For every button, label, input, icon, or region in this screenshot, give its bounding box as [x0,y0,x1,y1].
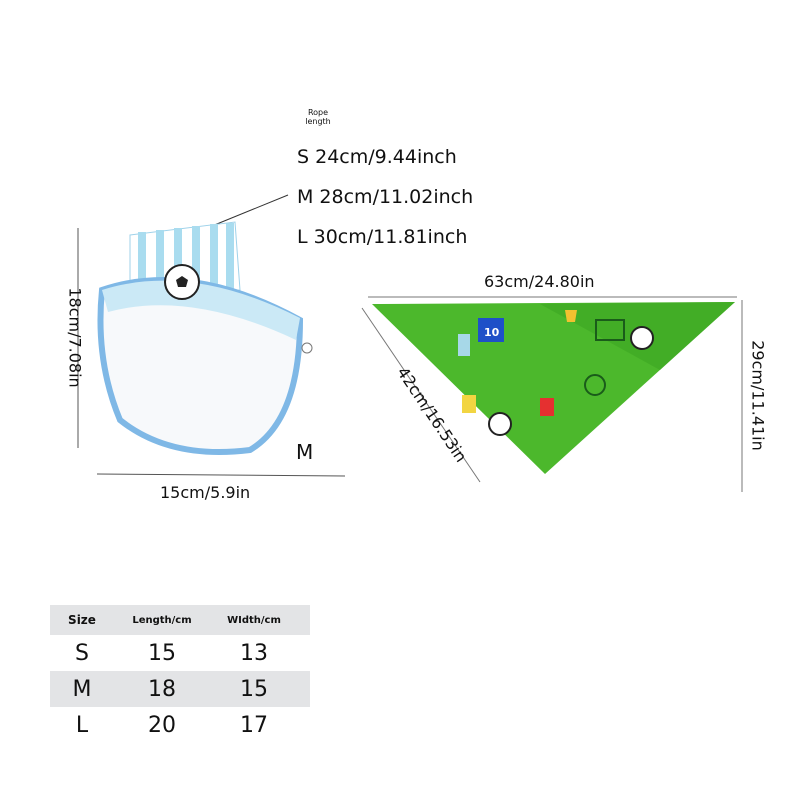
cell-width: 13 [240,640,268,666]
rope-size-m: M 28cm/11.02inch [297,186,474,208]
rope-size-s: S 24cm/9.44inch [297,146,457,168]
table-row: L 20 17 [50,707,310,743]
cell-length: 20 [148,712,176,738]
cell-size: L [75,712,89,738]
rope-pointer-line [211,194,289,227]
rope-length-title: Rope length [305,108,331,126]
hat-image [97,221,313,455]
table-header: Size Length/cm WIdth/cm [50,605,310,635]
header-size: Size [68,613,96,627]
size-table: Size Length/cm WIdth/cm S 15 13 M 18 15 … [50,605,310,743]
water-bottle-icon [458,334,470,356]
hat-height-label: 18cm/7.08in [65,287,85,388]
bandana-side-line [361,307,481,483]
pitch-icon [595,319,625,341]
table-row: S 15 13 [50,635,310,671]
bandana-image: 10 [372,302,735,474]
red-card-icon [540,398,554,416]
soccer-ball-icon [630,326,654,350]
jersey-number: 10 [484,326,500,339]
rope-size-l: L 30cm/11.81inch [297,226,468,248]
cell-width: 17 [240,712,268,738]
table-row: M 18 15 [50,671,310,707]
cell-width: 15 [240,676,268,702]
bandana-top-label: 63cm/24.80in [484,272,595,291]
cell-length: 18 [148,676,176,702]
cell-size: M [72,676,92,702]
trophy-icon [565,310,577,322]
hat-size-label: M [296,440,314,464]
header-length: Length/cm [132,614,192,626]
hat-width-label: 15cm/5.9in [160,483,251,502]
bandana-right-label: 29cm/11.41in [748,340,768,451]
jersey-icon [478,318,504,342]
stopwatch-icon [584,374,606,396]
yellow-card-icon [462,395,476,413]
header-width: WIdth/cm [227,614,281,626]
soccer-ball-icon [488,412,512,436]
hat-width-line [96,473,346,477]
cell-size: S [75,640,89,666]
cell-length: 15 [148,640,176,666]
